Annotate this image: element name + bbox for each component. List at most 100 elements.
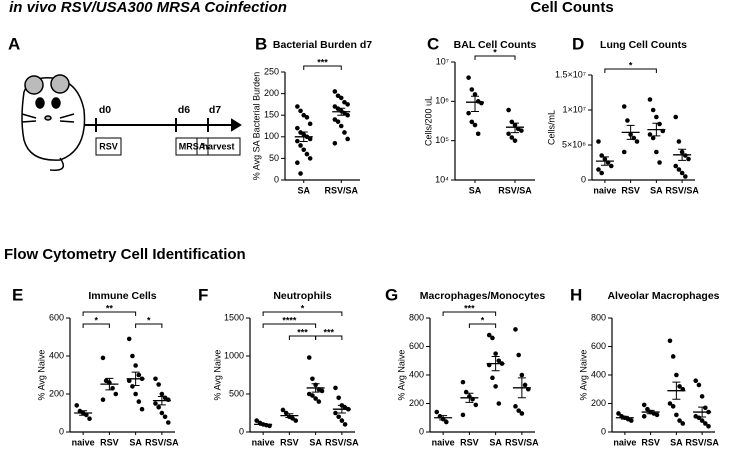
data-point	[667, 338, 673, 344]
data-point	[679, 170, 685, 176]
y-tick-label: 400	[409, 369, 424, 379]
data-point	[647, 97, 653, 102]
data-point	[159, 391, 165, 397]
y-axis-label: Cells/mL	[546, 110, 556, 145]
x-tick-label: naive	[593, 185, 616, 195]
sem-whisker	[337, 404, 346, 414]
data-point	[490, 375, 495, 381]
data-point	[621, 104, 627, 109]
y-tick-label: 800	[591, 312, 606, 322]
significance-label: *	[147, 315, 151, 325]
chart-title: Immune Cells	[88, 290, 156, 302]
data-point	[162, 414, 168, 420]
data-point	[298, 108, 303, 114]
panel-letter: H	[570, 285, 582, 304]
data-point	[339, 418, 345, 423]
sem-whisker	[311, 383, 320, 393]
significance-label: ***	[464, 303, 475, 313]
data-point	[100, 355, 106, 361]
heading: Cell Counts	[530, 0, 613, 16]
data-point	[475, 131, 481, 137]
data-point	[696, 382, 702, 388]
data-point	[133, 391, 138, 397]
data-point	[657, 121, 662, 127]
data-point	[156, 405, 161, 410]
significance-bracket	[315, 335, 343, 340]
data-point	[332, 89, 338, 94]
data-point	[165, 420, 171, 425]
x-tick-label: naive	[252, 437, 275, 447]
data-point	[683, 153, 688, 158]
data-point	[336, 414, 341, 420]
x-tick-label: RSV/SA	[498, 185, 532, 195]
y-tick-label: 5×10⁶	[562, 139, 586, 149]
data-point	[316, 399, 322, 404]
sem-whisker	[672, 381, 681, 400]
y-tick-label: 1000	[224, 350, 244, 360]
sem-whisker	[471, 95, 479, 113]
data-point	[466, 110, 471, 116]
y-tick-label: 400	[591, 369, 606, 379]
data-point	[654, 412, 660, 418]
significance-label: ****	[282, 315, 297, 325]
sem-whisker	[620, 415, 629, 420]
mouse-icon	[21, 74, 86, 171]
data-point	[616, 411, 621, 416]
step-label: harvest	[202, 141, 234, 151]
data-point	[654, 114, 659, 120]
sem-whisker	[678, 148, 687, 161]
chart-title: BAL Cell Counts	[454, 39, 537, 51]
data-point	[342, 422, 348, 427]
data-point	[298, 143, 303, 148]
data-point	[298, 171, 303, 176]
sem-whisker	[491, 355, 500, 372]
data-point	[519, 372, 525, 378]
sem-whisker	[517, 377, 526, 399]
x-tick-label: RSV/SA	[324, 185, 358, 195]
significance-bracket	[442, 311, 497, 316]
y-tick-label: 600	[409, 341, 424, 351]
data-point	[338, 95, 344, 101]
data-point	[641, 402, 647, 408]
data-point	[283, 410, 289, 416]
data-point	[677, 418, 682, 423]
y-tick-label: 0	[274, 174, 279, 184]
data-point	[516, 352, 521, 358]
step-label: RSV	[99, 141, 118, 151]
x-tick-label: naive	[613, 437, 636, 447]
significance-label: ***	[317, 57, 328, 67]
data-point	[345, 112, 350, 118]
sem-whisker	[79, 410, 88, 416]
significance-label: *	[94, 315, 98, 325]
x-tick-label: SA	[489, 437, 502, 447]
data-point	[469, 119, 475, 125]
data-point	[153, 376, 158, 382]
sem-whisker	[259, 422, 268, 426]
significance-label: ***	[297, 327, 308, 337]
sem-whisker	[105, 377, 114, 391]
significance-bracket	[303, 65, 342, 70]
x-tick-label: RSV	[621, 185, 640, 195]
data-point	[522, 382, 528, 388]
y-tick-label: 0	[581, 174, 586, 184]
data-point	[304, 151, 310, 157]
x-tick-label: RSV	[460, 437, 479, 447]
data-point	[625, 118, 630, 123]
x-tick-label: RSV/SA	[685, 437, 719, 447]
data-point	[596, 139, 601, 144]
data-point	[254, 418, 260, 423]
data-point	[519, 128, 524, 133]
sem-whisker	[511, 122, 519, 134]
chart-title: Bacterial Burden d7	[273, 39, 372, 51]
data-point	[113, 391, 119, 397]
significance-label: ***	[323, 327, 334, 337]
data-point	[472, 122, 478, 128]
data-point	[153, 401, 158, 406]
x-tick-label: RSV/SA	[145, 437, 179, 447]
y-tick-label: 50	[269, 153, 279, 163]
data-point	[313, 396, 318, 401]
y-tick-label: 600	[591, 341, 606, 351]
data-point	[699, 418, 705, 423]
data-point	[295, 125, 300, 131]
data-point	[336, 395, 341, 401]
